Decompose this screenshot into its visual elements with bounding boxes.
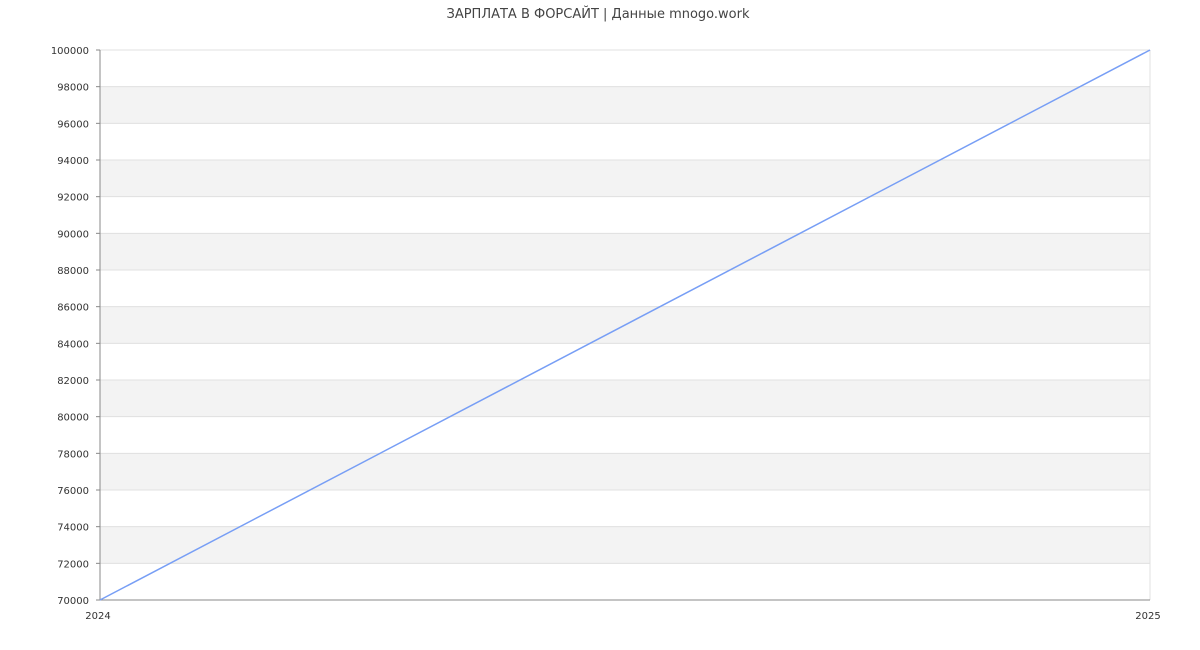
- x-tick-label: 2025: [1135, 611, 1160, 622]
- y-tick-label: 88000: [57, 266, 89, 277]
- background-band: [100, 453, 1150, 490]
- y-tick-label: 98000: [57, 83, 89, 94]
- chart-title: ЗАРПЛАТА В ФОРСАЙТ | Данные mnogo.work: [446, 6, 749, 22]
- y-tick-label: 92000: [57, 193, 89, 204]
- y-tick-label: 76000: [57, 486, 89, 497]
- y-tick-label: 96000: [57, 119, 89, 130]
- y-axis: 70000 72000 74000 76000 78000 80000 82000 84000…: [51, 46, 101, 607]
- background-band: [100, 233, 1150, 270]
- x-tick-label: 2024: [85, 611, 110, 622]
- y-tick-label: 84000: [57, 339, 89, 350]
- background-band: [100, 86, 1150, 124]
- y-tick-label: 70000: [57, 596, 89, 607]
- y-tick-label: 80000: [57, 413, 89, 424]
- background-band: [100, 160, 1150, 197]
- series-line: [99, 49, 1151, 601]
- x-axis: 2024 2025: [85, 599, 1161, 622]
- y-tick-label: 82000: [57, 376, 89, 387]
- background-bands: [100, 86, 1150, 564]
- series-layer: [99, 49, 1151, 601]
- y-tick-label: 90000: [57, 229, 89, 240]
- y-tick-label: 100000: [51, 46, 89, 57]
- y-tick-label: 94000: [57, 156, 89, 167]
- y-tick-label: 78000: [57, 449, 89, 460]
- background-band: [100, 526, 1150, 564]
- y-tick-label: 72000: [57, 559, 89, 570]
- background-band: [100, 380, 1150, 417]
- y-tick-label: 74000: [57, 523, 89, 534]
- y-tick-label: 86000: [57, 303, 89, 314]
